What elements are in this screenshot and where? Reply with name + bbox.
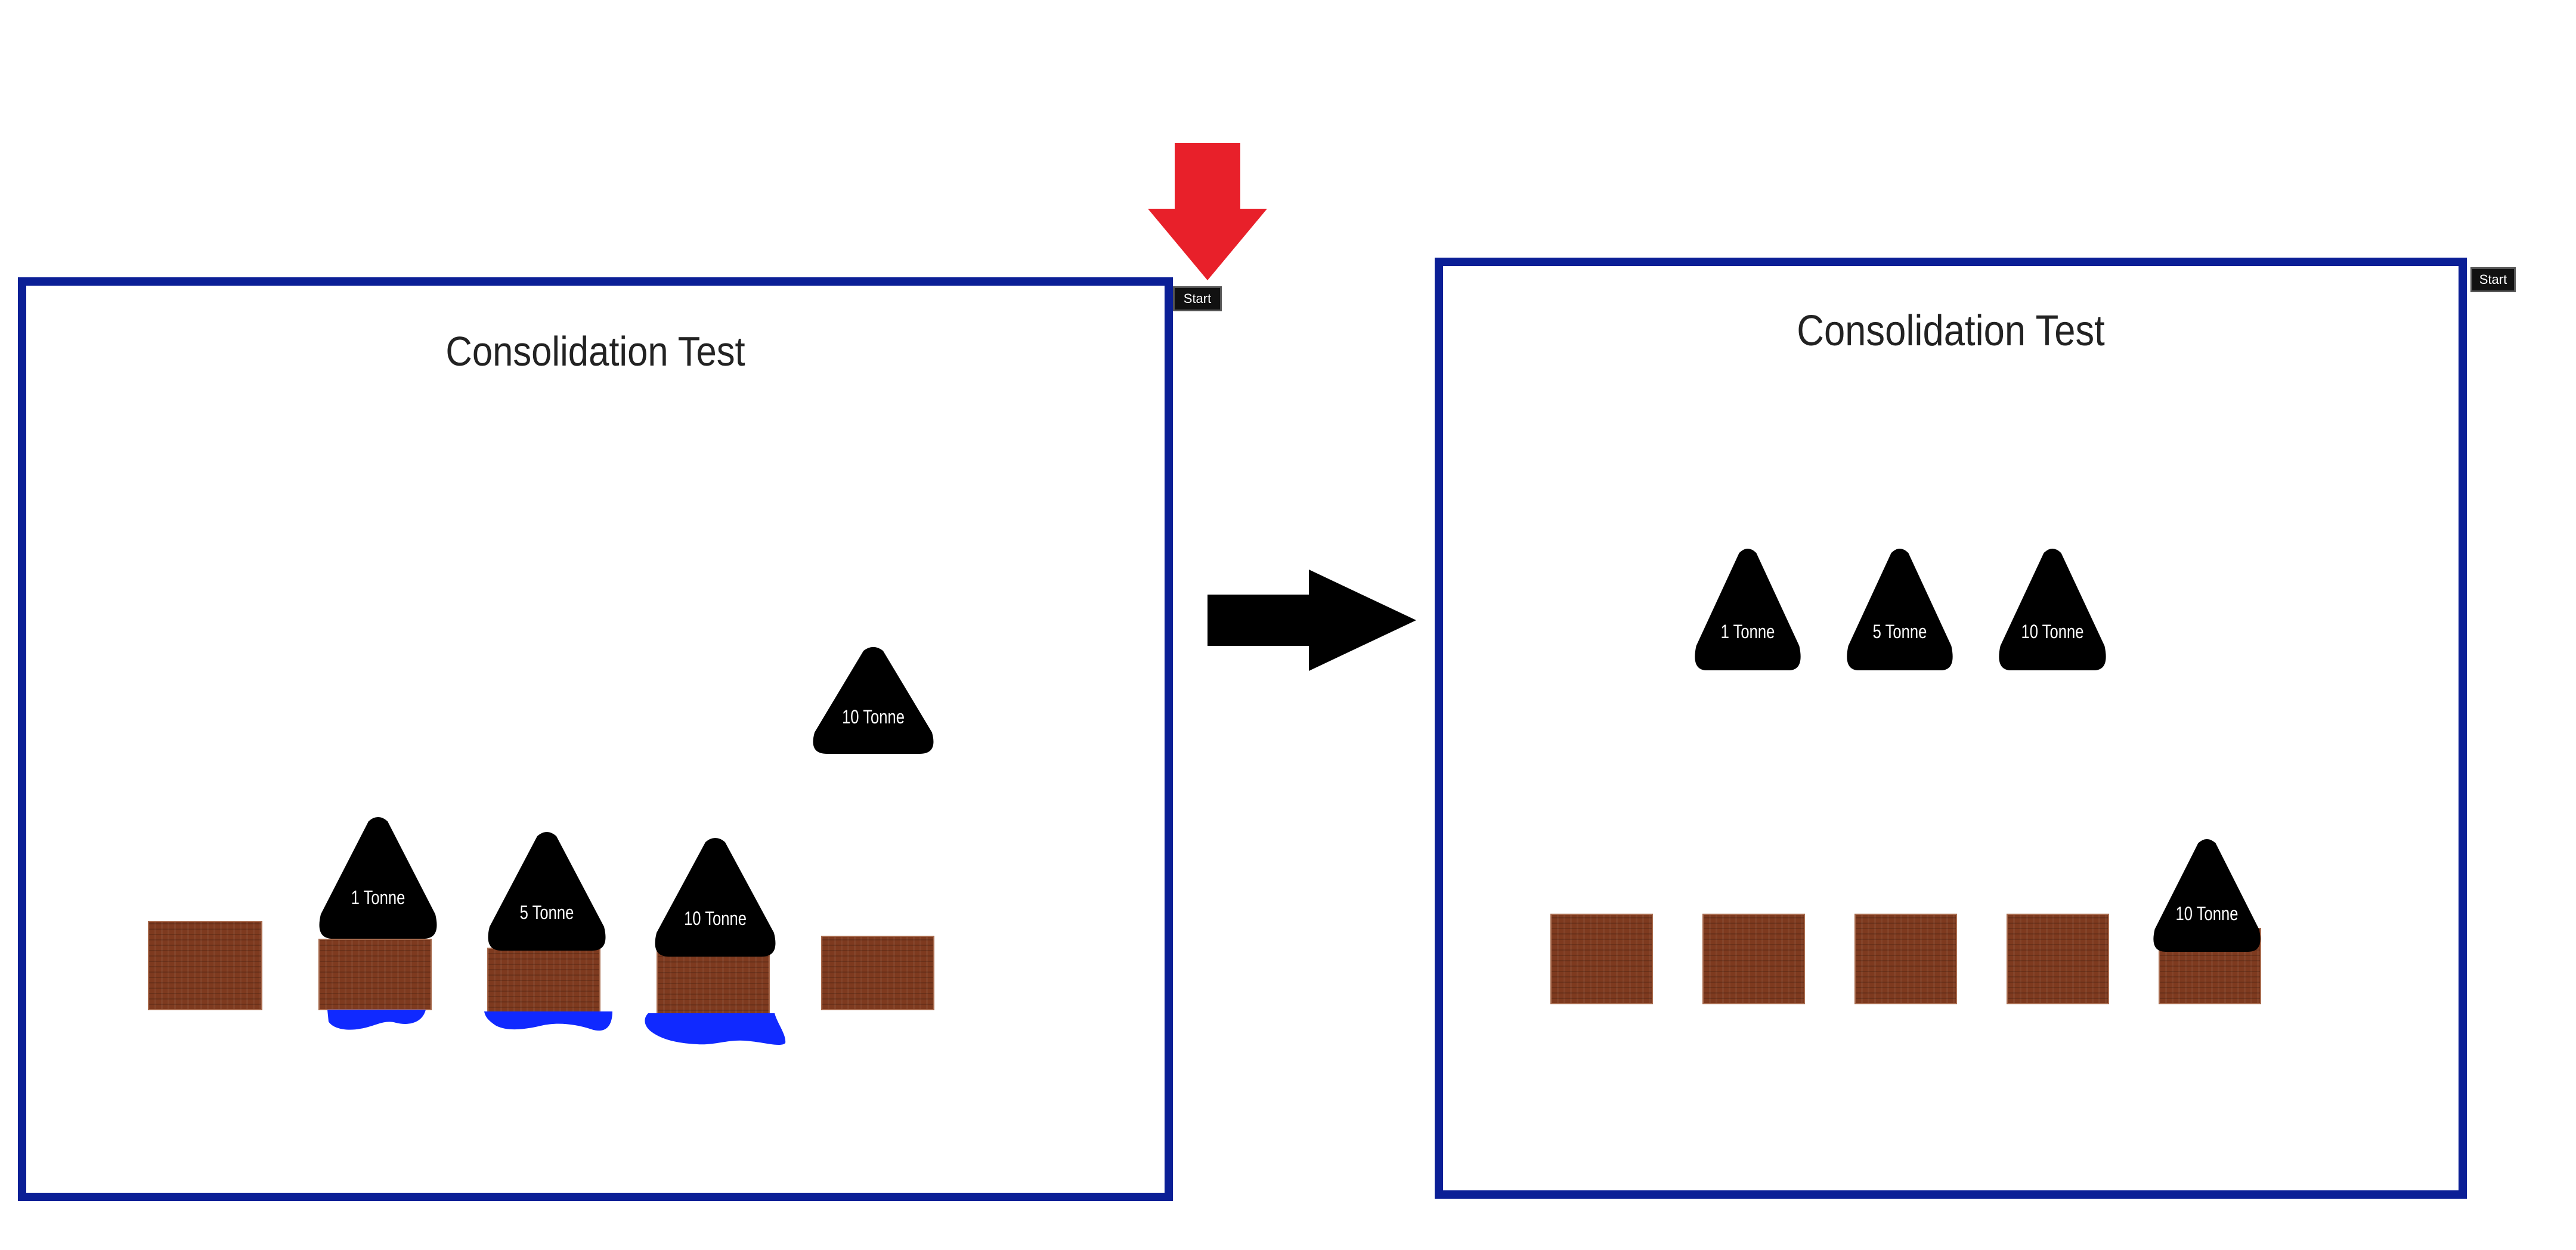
weight-block[interactable]: 10 Tonne	[1998, 548, 2107, 670]
weight-block[interactable]: 10 Tonne	[812, 646, 934, 754]
weight-label: 5 Tonne	[1872, 621, 1927, 642]
weight-block[interactable]: 10 Tonne	[2153, 839, 2261, 952]
weight-triangle-icon	[1847, 549, 1953, 670]
weight-block[interactable]: 10 Tonne	[654, 837, 776, 957]
weight-triangle-icon	[1999, 549, 2106, 670]
water-drainage	[484, 1011, 612, 1031]
weight-block[interactable]: 1 Tonne	[1694, 548, 1801, 670]
arrow-down-icon	[1148, 143, 1267, 280]
water-drainage	[327, 1010, 426, 1030]
soil-sample[interactable]	[318, 939, 432, 1010]
arrow-right-icon	[1208, 570, 1416, 671]
weight-block[interactable]: 5 Tonne	[487, 831, 606, 951]
weight-triangle-icon	[813, 646, 934, 754]
weight-label: 10 Tonne	[2175, 903, 2238, 924]
weight-triangle-icon	[1695, 549, 1801, 670]
weight-label: 5 Tonne	[519, 902, 574, 923]
weight-block[interactable]: 1 Tonne	[318, 816, 438, 939]
weight-triangle-icon	[2153, 839, 2261, 952]
weight-block[interactable]: 5 Tonne	[1846, 548, 1953, 670]
panel-title: Consolidation Test	[1797, 307, 2105, 355]
left-panel: Consolidation Test 1 Tonne 5 Tonne 10 To…	[18, 277, 1173, 1201]
soil-sample[interactable]	[1702, 914, 1805, 1004]
soil-sample[interactable]	[1550, 914, 1653, 1004]
start-button[interactable]: Start	[1173, 286, 1222, 311]
weight-triangle-icon	[319, 817, 437, 939]
soil-sample[interactable]	[1854, 914, 1957, 1004]
soil-sample[interactable]	[2007, 914, 2109, 1004]
soil-sample[interactable]	[148, 921, 262, 1010]
weight-label: 10 Tonne	[2021, 621, 2084, 642]
soil-sample[interactable]	[821, 936, 934, 1010]
right-panel: Consolidation Test 1 Tonne 5 Tonne 10 To…	[1435, 258, 2467, 1199]
weight-label: 1 Tonne	[351, 887, 405, 908]
weight-triangle-icon	[655, 838, 776, 957]
panel-title: Consolidation Test	[445, 328, 745, 375]
soil-sample[interactable]	[657, 951, 770, 1016]
weight-label: 10 Tonne	[684, 908, 747, 929]
weight-label: 1 Tonne	[1720, 621, 1775, 642]
start-button[interactable]: Start	[2470, 267, 2516, 292]
weight-label: 10 Tonne	[842, 706, 905, 728]
soil-sample[interactable]	[487, 948, 600, 1013]
water-drainage	[645, 1013, 786, 1045]
weight-triangle-icon	[488, 832, 606, 951]
